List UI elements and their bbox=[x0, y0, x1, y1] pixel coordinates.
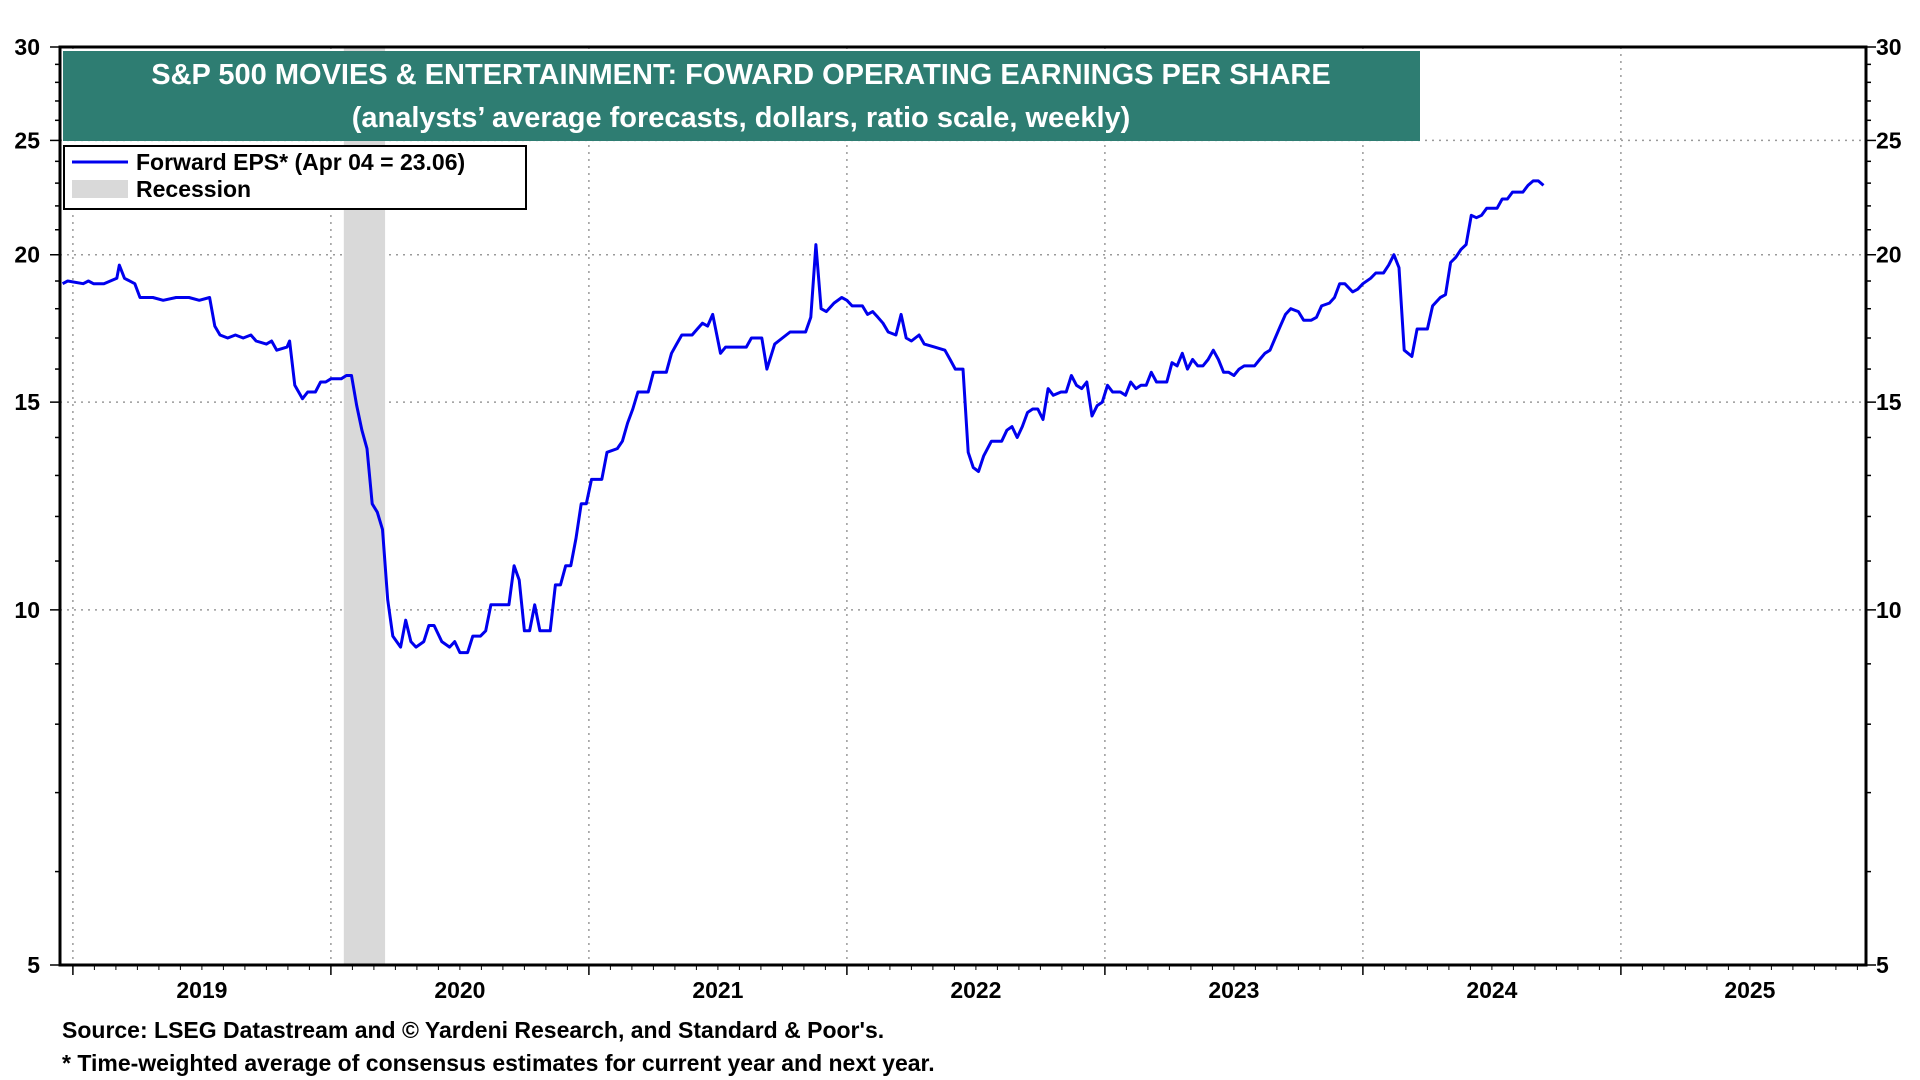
forward-eps-line bbox=[61, 179, 1545, 655]
chart-subtitle: (analysts’ average forecasts, dollars, r… bbox=[352, 102, 1131, 134]
y-tick-label-left: 30 bbox=[14, 34, 40, 60]
x-tick-label: 2019 bbox=[176, 977, 227, 1003]
y-tick-label-right: 20 bbox=[1876, 242, 1902, 268]
y-tick-label-left: 20 bbox=[14, 242, 40, 268]
y-tick-label-left: 5 bbox=[27, 952, 40, 978]
x-tick-label: 2024 bbox=[1466, 977, 1517, 1003]
legend-label-recession: Recession bbox=[136, 176, 251, 202]
legend-label-eps: Forward EPS* (Apr 04 = 23.06) bbox=[136, 149, 465, 175]
y-tick-label-right: 30 bbox=[1876, 34, 1902, 60]
y-tick-label-right: 15 bbox=[1876, 389, 1902, 415]
x-ticks: 2019 2020 2021 2022 2023 2024 2025 bbox=[72, 965, 1858, 1003]
y-tick-label-right: 25 bbox=[1876, 127, 1902, 153]
x-tick-label: 2025 bbox=[1724, 977, 1775, 1003]
legend-swatch-recession bbox=[72, 180, 128, 198]
chart-title: S&P 500 MOVIES & ENTERTAINMENT: FOWARD O… bbox=[151, 59, 1330, 91]
y-tick-label-left: 15 bbox=[14, 389, 40, 415]
y-ticks-left: 5 10 15 20 25 30 bbox=[14, 34, 60, 978]
definition-note: * Time-weighted average of consensus est… bbox=[62, 1050, 935, 1076]
x-tick-label: 2021 bbox=[692, 977, 743, 1003]
y-tick-label-right: 5 bbox=[1876, 952, 1889, 978]
y-tick-label-left: 25 bbox=[14, 127, 40, 153]
source-note: Source: LSEG Datastream and © Yardeni Re… bbox=[62, 1017, 885, 1043]
title-box: S&P 500 MOVIES & ENTERTAINMENT: FOWARD O… bbox=[63, 51, 1420, 141]
x-tick-label: 2020 bbox=[434, 977, 485, 1003]
y-tick-label-right: 10 bbox=[1876, 597, 1902, 623]
y-ticks-right: 5 10 15 20 25 30 bbox=[1866, 34, 1902, 978]
y-tick-label-left: 10 bbox=[14, 597, 40, 623]
legend: Forward EPS* (Apr 04 = 23.06) Recession bbox=[63, 145, 527, 210]
x-tick-label: 2022 bbox=[950, 977, 1001, 1003]
plot-frame bbox=[58, 45, 1868, 967]
x-tick-label: 2023 bbox=[1208, 977, 1259, 1003]
